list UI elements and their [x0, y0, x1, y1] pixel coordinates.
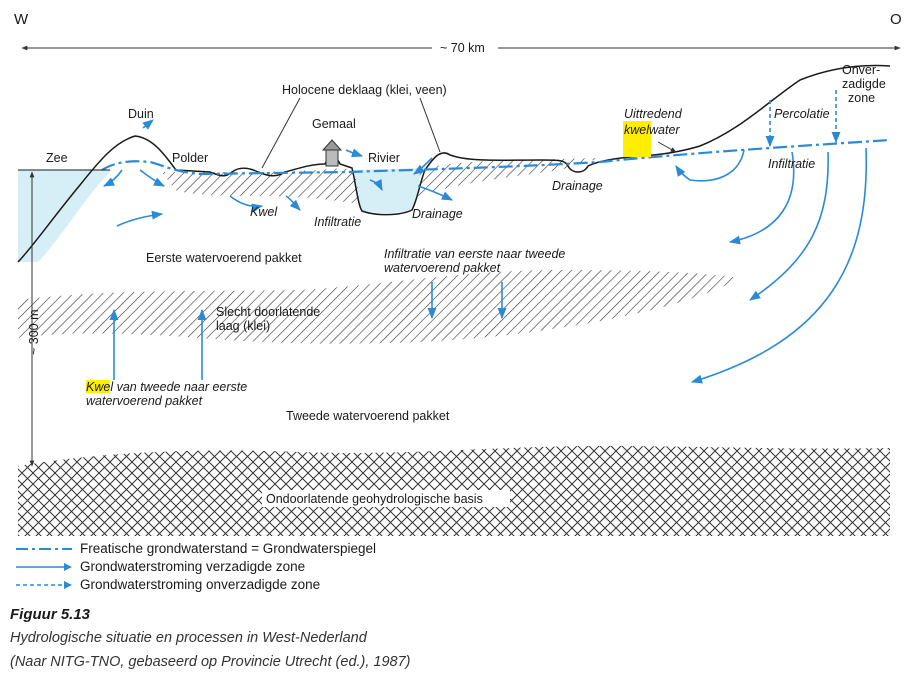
- pumping-station-roof: [321, 139, 343, 151]
- label-slecht-2: laag (klei): [216, 319, 270, 333]
- label-polder: Polder: [172, 151, 208, 165]
- label-rivier: Rivier: [368, 151, 400, 165]
- pointer-lines: [261, 97, 677, 169]
- label-eerste-pakket: Eerste watervoerend pakket: [146, 251, 302, 265]
- groundwater-table: [101, 138, 891, 176]
- label-zee: Zee: [46, 151, 68, 165]
- label-infiltratie-east: Infiltratie: [768, 157, 815, 171]
- saturated-flow-arrows: [102, 147, 868, 384]
- label-drainage-rivier: Drainage: [412, 207, 463, 221]
- legend-solid-arrow: [16, 563, 72, 571]
- label-uittredend: Uittredend: [624, 107, 683, 121]
- label-drainage-east: Drainage: [552, 179, 603, 193]
- vertical-scale-label: ~ 300 m: [27, 309, 41, 355]
- river-water: [352, 168, 422, 213]
- legend-text-saturated: Grondwaterstroming verzadigde zone: [80, 559, 306, 574]
- label-kwel: Kwel: [250, 205, 278, 219]
- legend-dash-dot-line: [16, 548, 72, 550]
- legend-text-unsaturated: Grondwaterstroming onverzadigde zone: [80, 577, 321, 592]
- label-kwel-tweede-1: Kwel van tweede naar eerste: [86, 380, 247, 394]
- figure-caption: Figuur 5.13 Hydrologische situatie en pr…: [10, 604, 890, 674]
- label-basis: Ondoorlatende geohydrologische basis: [266, 492, 483, 506]
- label-infiltratie-pakket-1: Infiltratie van eerste naar tweede: [384, 247, 565, 261]
- label-onverzadigde-2: zadigde: [842, 77, 886, 91]
- label-onverzadigde-3: zone: [848, 91, 875, 105]
- legend-row-unsaturated: Grondwaterstroming onverzadigde zone: [10, 576, 570, 594]
- legend-row-saturated: Grondwaterstroming verzadigde zone: [10, 558, 570, 576]
- caption-line-1: Hydrologische situatie en processen in W…: [10, 630, 367, 646]
- sea-water: [18, 170, 112, 262]
- label-tweede-pakket: Tweede watervoerend pakket: [286, 409, 450, 423]
- label-duin: Duin: [128, 107, 154, 121]
- kwel-tweede-highlight: [86, 380, 110, 393]
- label-slecht-1: Slecht doorlatende: [216, 305, 320, 319]
- pumping-station-icon: [325, 149, 339, 167]
- legend-row-water-table: Freatische grondwaterstand = Grondwaters…: [10, 540, 570, 558]
- clay-layer: [18, 270, 740, 344]
- legend-text-water-table: Freatische grondwaterstand = Grondwaters…: [80, 541, 377, 556]
- label-infiltratie-rivier: Infiltratie: [314, 215, 361, 229]
- label-gemaal: Gemaal: [312, 117, 356, 131]
- caption-line-2: (Naar NITG-TNO, gebaseerd op Provincie U…: [10, 654, 411, 670]
- compass-west: W: [14, 11, 29, 28]
- holocene-layer: [162, 168, 360, 205]
- label-kwel-tweede-2: watervoerend pakket: [86, 394, 203, 408]
- label-kwelwater: kwelwater: [624, 123, 680, 137]
- label-onverzadigde-1: Onver-: [842, 63, 880, 77]
- label-infiltratie-pakket-2: watervoerend pakket: [384, 261, 501, 275]
- legend-dashed-arrow: [16, 581, 72, 589]
- caption-title: Figuur 5.13: [10, 606, 91, 623]
- holocene-layer-east: [418, 158, 600, 196]
- label-holocene: Holocene deklaag (klei, veen): [282, 83, 447, 97]
- unsaturated-flow-arrows: [142, 90, 841, 148]
- horizontal-scale-label: ~ 70 km: [440, 41, 485, 55]
- compass-east: O: [890, 11, 902, 28]
- label-percolatie: Percolatie: [774, 107, 830, 121]
- legend: Freatische grondwaterstand = Grondwaters…: [10, 540, 570, 594]
- cross-section-diagram: ~ 70 km ~ 300 m W O: [14, 11, 902, 536]
- kwel-highlight: [623, 121, 651, 157]
- basis-label-bg: [262, 490, 510, 507]
